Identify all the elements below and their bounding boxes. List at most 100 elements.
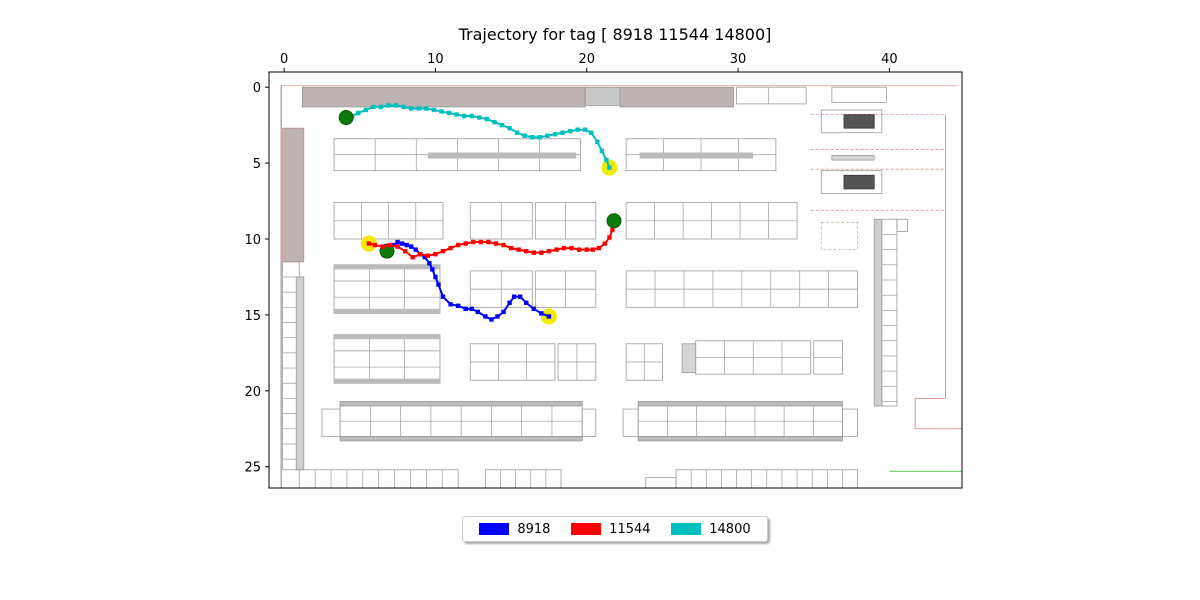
y-tick-label: 10 [244, 233, 261, 248]
floor-plan-fixture [619, 86, 734, 108]
series-14800-point [604, 157, 609, 163]
floor-plan-fixture [334, 334, 440, 340]
floor-plan-fixture [896, 218, 908, 232]
series-14800-point [492, 119, 497, 125]
y-tick-label: 20 [244, 385, 261, 400]
floor-plan-fixture [333, 334, 441, 384]
y-tick-label: 15 [244, 309, 261, 324]
floor-plan-fixture [339, 401, 583, 407]
series-14800-point [537, 135, 543, 140]
series-11544 [360, 213, 622, 260]
series-11544-point [524, 248, 529, 254]
series-8918-point [524, 300, 529, 305]
series-14800-point [446, 110, 452, 116]
series-8918-point [448, 302, 453, 307]
series-11544-point [501, 242, 506, 248]
floor-plan-fixture [639, 152, 754, 159]
series-14800-point [378, 104, 384, 110]
series-14800-point [386, 103, 391, 108]
floor-plan-fixture [637, 401, 843, 407]
series-14800-point [401, 104, 406, 110]
series-14800-point [575, 127, 580, 132]
series-14800-point [583, 127, 588, 132]
series-8918-point [430, 267, 435, 272]
series-11544-point [508, 245, 514, 251]
floor-plan-fixture [881, 218, 898, 407]
series-8918-point [404, 242, 409, 248]
x-tick-label: 10 [427, 52, 444, 67]
series-11544-point [576, 247, 582, 252]
series-8918-point [531, 306, 536, 312]
x-tick-label: 40 [881, 52, 898, 67]
series-14800-point [431, 107, 437, 113]
series-14800-point [595, 139, 600, 145]
series-14800-point [393, 103, 399, 108]
series-14800-point [514, 130, 520, 135]
legend-item-8918: 8918 [479, 522, 550, 537]
legend-item-11544: 11544 [571, 521, 651, 537]
series-11544-point [425, 253, 431, 258]
series-8918-point [433, 274, 438, 280]
floor-plan-fixture [820, 109, 883, 134]
series-14800-point [469, 113, 474, 119]
floor-plan-fixture [334, 308, 440, 314]
series-14800-point [507, 125, 512, 131]
series-8918-point [399, 241, 405, 246]
series-8918-point [483, 314, 488, 319]
floor-plan-fixture [831, 86, 887, 103]
series-14800-point [454, 112, 459, 117]
series-14800-point [439, 109, 444, 114]
series-11544-point [366, 241, 372, 246]
series-8918-point [455, 303, 461, 309]
floor-plan-fixture [584, 86, 621, 106]
floor-plan-fixture [820, 221, 858, 251]
series-layer [338, 103, 622, 325]
series-11544-point [455, 242, 461, 248]
legend-label-11544: 11544 [609, 521, 651, 537]
legend-label-14800: 14800 [709, 521, 751, 537]
series-11544-point [590, 247, 596, 252]
floor-plan-fixture [339, 435, 583, 442]
series-11544-point [410, 255, 415, 260]
series-8918-point [422, 255, 428, 260]
series-11544-point [531, 250, 536, 255]
series-14800-point [607, 165, 612, 170]
series-11544-point [478, 239, 484, 245]
series-14800-point [530, 135, 535, 140]
legend-swatch-14800 [671, 523, 702, 535]
series-11544-point [561, 245, 567, 251]
series-11544-point [440, 248, 446, 254]
series-8918-point [546, 314, 552, 319]
floor-plan-fixture [622, 408, 639, 437]
floor-plan-fixture [645, 476, 677, 489]
series-14800-point [499, 122, 505, 128]
series-11544-point [471, 239, 476, 245]
series-14800-point [484, 116, 490, 122]
series-8918-point [469, 306, 474, 312]
series-11544-point [569, 245, 574, 251]
y-tick-label: 25 [244, 461, 261, 476]
series-8918-point [489, 317, 494, 322]
series-8918-point [517, 294, 523, 299]
series-11544-point [554, 247, 559, 252]
floor-plan-fixture [681, 343, 697, 374]
series-14800-point [416, 106, 421, 111]
x-tick-label: 0 [280, 52, 288, 67]
floor-plan-fixture [820, 170, 883, 194]
series-11544-point [602, 241, 608, 246]
series-11544-point [539, 250, 544, 255]
series-14800-end-marker [338, 110, 354, 126]
series-11544-point [433, 251, 438, 257]
series-11544-point [418, 251, 423, 257]
floor-plan-fixture [842, 408, 858, 437]
floor-plan-fixture [321, 408, 341, 437]
series-14800-point [477, 115, 482, 120]
plot-frame [268, 71, 963, 489]
series-11544-end-marker [606, 213, 622, 229]
series-8918-point [463, 306, 468, 312]
series-14800-point [599, 148, 605, 154]
floor-plan-fixture [637, 435, 843, 442]
series-11544-point [584, 247, 589, 252]
series-11544-point [516, 247, 521, 252]
